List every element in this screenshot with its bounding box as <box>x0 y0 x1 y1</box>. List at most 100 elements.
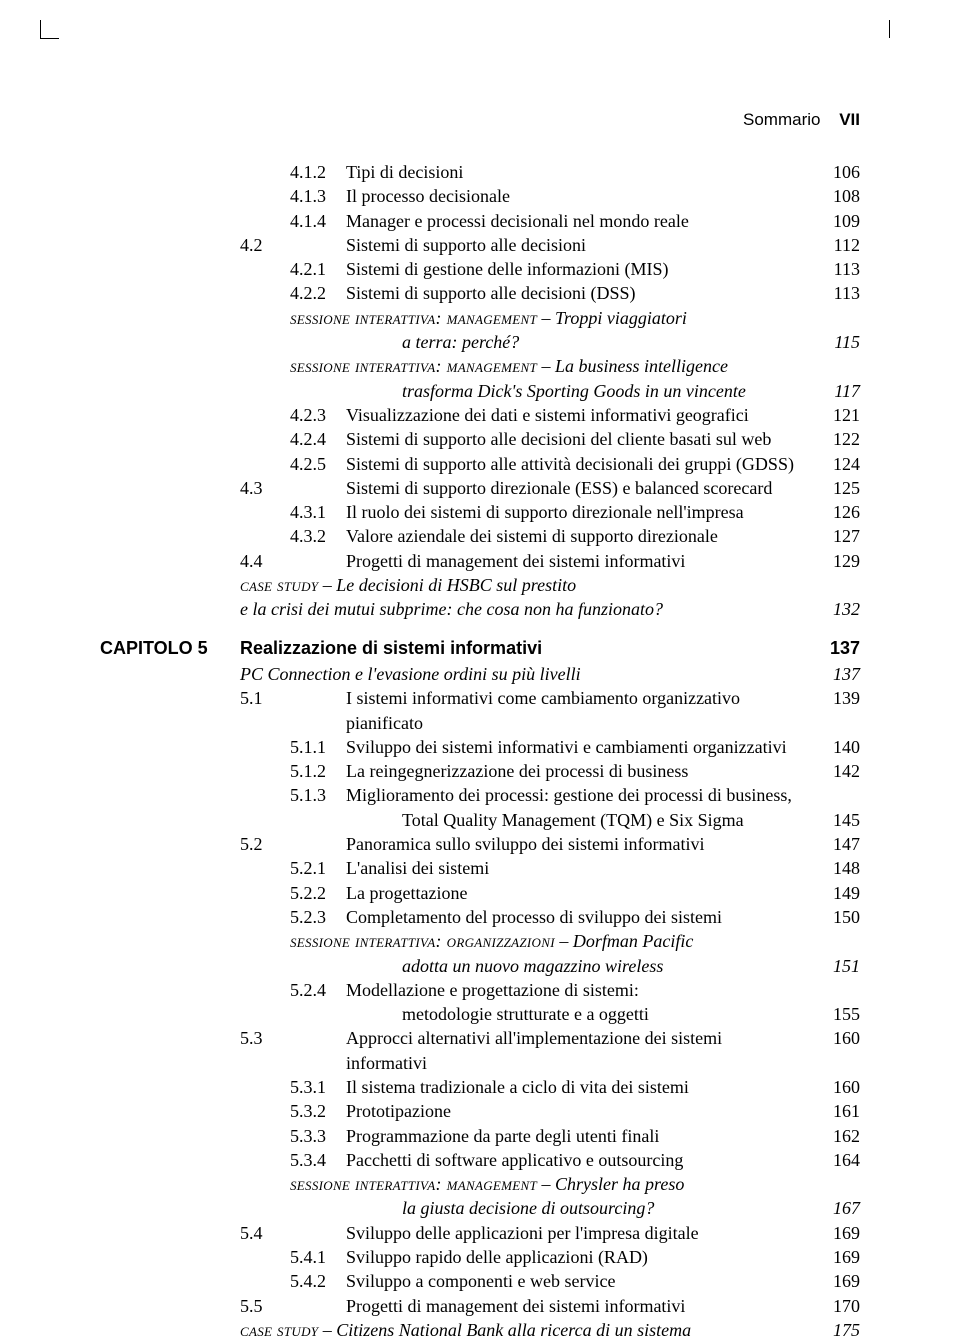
entry-text: Sviluppo delle applicazioni per l'impres… <box>346 1221 814 1245</box>
entry-text: case study – Le decisioni di HSBC sul pr… <box>240 573 814 597</box>
toc-row: 4.2Sistemi di supporto alle decisioni112 <box>100 233 860 257</box>
page-number: 167 <box>814 1196 860 1220</box>
page-number: 127 <box>814 524 860 548</box>
section-number: 4.4 <box>240 549 290 573</box>
toc-row: sessione interattiva: management – La bu… <box>100 354 860 378</box>
entry-text: Programmazione da parte degli utenti fin… <box>346 1124 814 1148</box>
toc-row: 4.3Sistemi di supporto direzionale (ESS)… <box>100 476 860 500</box>
subsection-number: 5.2.4 <box>290 978 346 1002</box>
crop-mark-tr <box>889 20 890 38</box>
subsection-number: 4.2.1 <box>290 257 346 281</box>
subsection-number: 4.1.2 <box>290 160 346 184</box>
toc-row: 4.2.3Visualizzazione dei dati e sistemi … <box>100 403 860 427</box>
toc-row: 4.1.3Il processo decisionale108 <box>100 184 860 208</box>
page-number: 113 <box>814 257 860 281</box>
subsection-number: 5.2.1 <box>290 856 346 880</box>
entry-text: Approcci alternativi all'implementazione… <box>346 1026 814 1075</box>
page-number: 142 <box>814 759 860 783</box>
page-number: 115 <box>814 330 860 354</box>
entry-text: Visualizzazione dei dati e sistemi infor… <box>346 403 814 427</box>
subsection-number: 5.1.1 <box>290 735 346 759</box>
section-number: 4.3 <box>240 476 290 500</box>
page-number: 145 <box>814 808 860 832</box>
page-number: 160 <box>814 1075 860 1099</box>
entry-text: adotta un nuovo magazzino wireless <box>346 954 814 978</box>
entry-text: Realizzazione di sistemi informativi <box>240 636 814 660</box>
subsection-number: 4.3.1 <box>290 500 346 524</box>
toc-row: sessione interattiva: management – Chrys… <box>100 1172 860 1196</box>
running-header: Sommario VII <box>100 110 860 130</box>
entry-text: Sistemi di supporto alle attività decisi… <box>346 452 814 476</box>
toc-row: 5.1.1Sviluppo dei sistemi informativi e … <box>100 735 860 759</box>
subsection-number: 5.3.4 <box>290 1148 346 1172</box>
page-number: 151 <box>814 954 860 978</box>
toc-row: 4.2.4Sistemi di supporto alle decisioni … <box>100 427 860 451</box>
page-number: 150 <box>814 905 860 929</box>
toc-row: case study – Citizens National Bank alla… <box>100 1318 860 1342</box>
entry-text: Il processo decisionale <box>346 184 814 208</box>
entry-text: Pacchetti di software applicativo e outs… <box>346 1148 814 1172</box>
page-number: 117 <box>814 379 860 403</box>
toc-row: 5.3 Approcci alternativi all'implementazi… <box>100 1026 860 1075</box>
page-number: 122 <box>814 427 860 451</box>
page-number: 108 <box>814 184 860 208</box>
page-number: 125 <box>814 476 860 500</box>
entry-text: trasforma Dick's Sporting Goods in un vi… <box>346 379 814 403</box>
toc-row: 5.3.2Prototipazione161 <box>100 1099 860 1123</box>
entry-text: Progetti di management dei sistemi infor… <box>346 549 814 573</box>
entry-text: Sistemi di supporto alle decisioni <box>346 233 814 257</box>
toc-row: 5.3.4Pacchetti di software applicativo e… <box>100 1148 860 1172</box>
page-number: 147 <box>814 832 860 856</box>
toc-row: 5.2Panoramica sullo sviluppo dei sistemi… <box>100 832 860 856</box>
entry-text: Prototipazione <box>346 1099 814 1123</box>
toc-row: CAPITOLO 5Realizzazione di sistemi infor… <box>100 636 860 660</box>
page-number: 121 <box>814 403 860 427</box>
toc-row: 4.1.4Manager e processi decisionali nel … <box>100 209 860 233</box>
entry-text: sessione interattiva: organizzazioni – D… <box>290 929 814 953</box>
page-number: 169 <box>814 1269 860 1293</box>
entry-text: Modellazione e progettazione di sistemi: <box>346 978 814 1002</box>
toc-row: 5.4Sviluppo delle applicazioni per l'imp… <box>100 1221 860 1245</box>
page-number: 113 <box>814 281 860 305</box>
entry-text: Completamento del processo di sviluppo d… <box>346 905 814 929</box>
subsection-number: 4.2.4 <box>290 427 346 451</box>
toc-row: metodologie strutturate e a oggetti155 <box>100 1002 860 1026</box>
entry-text: Progetti di management dei sistemi infor… <box>346 1294 814 1318</box>
entry-text: Sistemi di gestione delle informazioni (… <box>346 257 814 281</box>
header-label: Sommario <box>743 110 820 129</box>
subsection-number: 5.4.1 <box>290 1245 346 1269</box>
toc-row: 4.3.2Valore aziendale dei sistemi di sup… <box>100 524 860 548</box>
toc-row: 4.2.5Sistemi di supporto alle attività d… <box>100 452 860 476</box>
entry-text: Sviluppo rapido delle applicazioni (RAD) <box>346 1245 814 1269</box>
section-number: 5.3 <box>240 1026 290 1050</box>
page-number: 162 <box>814 1124 860 1148</box>
subsection-number: 5.1.3 <box>290 783 346 807</box>
page-number: 129 <box>814 549 860 573</box>
toc-row: 4.1.2Tipi di decisioni106 <box>100 160 860 184</box>
toc-row: 5.2.2La progettazione149 <box>100 881 860 905</box>
entry-text: sessione interattiva: management – Chrys… <box>290 1172 814 1196</box>
toc-row: 4.3.1Il ruolo dei sistemi di supporto di… <box>100 500 860 524</box>
entry-text: Total Quality Management (TQM) e Six Sig… <box>346 808 814 832</box>
page-number: 149 <box>814 881 860 905</box>
toc-row: la giusta decisione di outsourcing?167 <box>100 1196 860 1220</box>
entry-text: a terra: perché? <box>346 330 814 354</box>
toc-content: 4.1.2Tipi di decisioni1064.1.3Il process… <box>100 160 860 1342</box>
entry-text: Sviluppo a componenti e web service <box>346 1269 814 1293</box>
toc-row: e la crisi dei mutui subprime: che cosa … <box>100 597 860 621</box>
toc-row: 5.2.1L'analisi dei sistemi148 <box>100 856 860 880</box>
page-number: 137 <box>814 636 860 660</box>
entry-text: Tipi di decisioni <box>346 160 814 184</box>
toc-row: case study – Le decisioni di HSBC sul pr… <box>100 573 860 597</box>
section-number: 5.2 <box>240 832 290 856</box>
page-number: 140 <box>814 735 860 759</box>
toc-row: 5.1I sistemi informativi come cambiament… <box>100 686 860 735</box>
toc-row: sessione interattiva: management – Tropp… <box>100 306 860 330</box>
toc-row: 5.5Progetti di management dei sistemi in… <box>100 1294 860 1318</box>
entry-text: Sistemi di supporto alle decisioni del c… <box>346 427 814 451</box>
toc-row: a terra: perché?115 <box>100 330 860 354</box>
chapter-col: CAPITOLO 5 <box>100 636 240 660</box>
toc-row: 5.2.3Completamento del processo di svilu… <box>100 905 860 929</box>
toc-row: 5.3.3Programmazione da parte degli utent… <box>100 1124 860 1148</box>
page-number: 132 <box>814 597 860 621</box>
